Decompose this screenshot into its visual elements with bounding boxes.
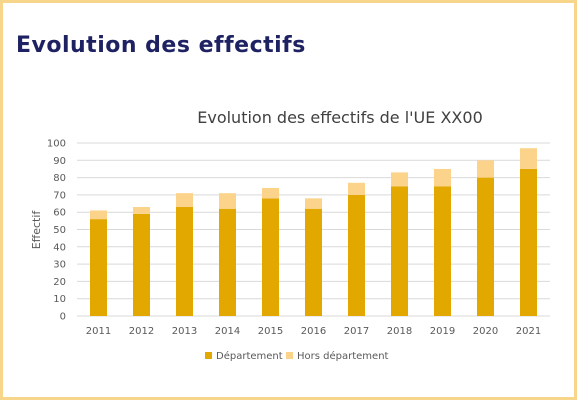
x-tick-label: 2019 xyxy=(430,326,455,337)
y-tick-label: 50 xyxy=(53,225,66,236)
bar-hors-departement-2018 xyxy=(391,172,408,187)
legend-label-hors-departement: Hors département xyxy=(297,350,389,362)
y-tick-label: 90 xyxy=(53,156,66,167)
legend-label-departement: Département xyxy=(216,350,283,362)
x-tick-label: 2016 xyxy=(301,326,326,337)
y-tick-label: 80 xyxy=(53,173,66,184)
y-tick-label: 20 xyxy=(53,277,66,288)
y-tick-label: 60 xyxy=(53,208,66,219)
bar-hors-departement-2019 xyxy=(434,168,451,187)
chart-legend: Département Hors département xyxy=(205,350,389,362)
bar-departement-2013 xyxy=(176,207,193,316)
y-axis-title: Effectif xyxy=(30,210,43,250)
legend-swatch-hors-departement xyxy=(286,352,293,359)
bar-hors-departement-2013 xyxy=(176,193,193,208)
bar-hors-departement-2012 xyxy=(133,207,150,214)
legend-swatch-departement xyxy=(205,352,212,359)
x-tick-label: 2021 xyxy=(516,326,541,337)
x-tick-label: 2015 xyxy=(258,326,283,337)
x-axis-ticks: 2011 2012 2013 2014 2015 2016 2017 2018 2019 2020… xyxy=(86,326,541,337)
y-tick-label: 10 xyxy=(53,294,66,305)
y-tick-label: 30 xyxy=(53,260,66,271)
bar-departement-2015 xyxy=(262,198,279,316)
bar-departement-2018 xyxy=(391,186,408,316)
bar-departement-2014 xyxy=(219,208,236,316)
x-tick-label: 2012 xyxy=(129,326,154,337)
bar-hors-departement-2011 xyxy=(90,210,107,220)
bar-departement-2012 xyxy=(133,213,150,316)
y-tick-label: 70 xyxy=(53,190,66,201)
x-tick-label: 2018 xyxy=(387,326,412,337)
y-axis-ticks: 0 10 20 30 40 50 60 70 80 90 100 xyxy=(47,139,66,323)
bar-departement-2011 xyxy=(90,219,107,316)
x-tick-label: 2014 xyxy=(215,326,240,337)
slide-title: Evolution des effectifs xyxy=(16,33,306,58)
bar-departement-2016 xyxy=(305,208,322,316)
bar-hors-departement-2016 xyxy=(305,198,322,209)
bar-departement-2019 xyxy=(434,186,451,316)
chart-title: Evolution des effectifs de l'UE XX00 xyxy=(197,108,483,127)
bar-departement-2020 xyxy=(477,177,494,316)
x-tick-label: 2020 xyxy=(473,326,498,337)
chart-bars xyxy=(90,148,537,316)
bar-departement-2017 xyxy=(348,194,365,316)
x-tick-label: 2017 xyxy=(344,326,369,337)
x-tick-label: 2013 xyxy=(172,326,197,337)
bar-hors-departement-2017 xyxy=(348,182,365,195)
bar-hors-departement-2021 xyxy=(520,148,537,169)
bar-hors-departement-2015 xyxy=(262,187,279,199)
bar-departement-2021 xyxy=(520,168,537,316)
bar-hors-departement-2014 xyxy=(219,193,236,209)
y-tick-label: 0 xyxy=(60,312,66,323)
y-tick-label: 40 xyxy=(53,242,66,253)
x-tick-label: 2011 xyxy=(86,326,111,337)
bar-hors-departement-2020 xyxy=(477,160,494,178)
y-tick-label: 100 xyxy=(47,139,66,150)
